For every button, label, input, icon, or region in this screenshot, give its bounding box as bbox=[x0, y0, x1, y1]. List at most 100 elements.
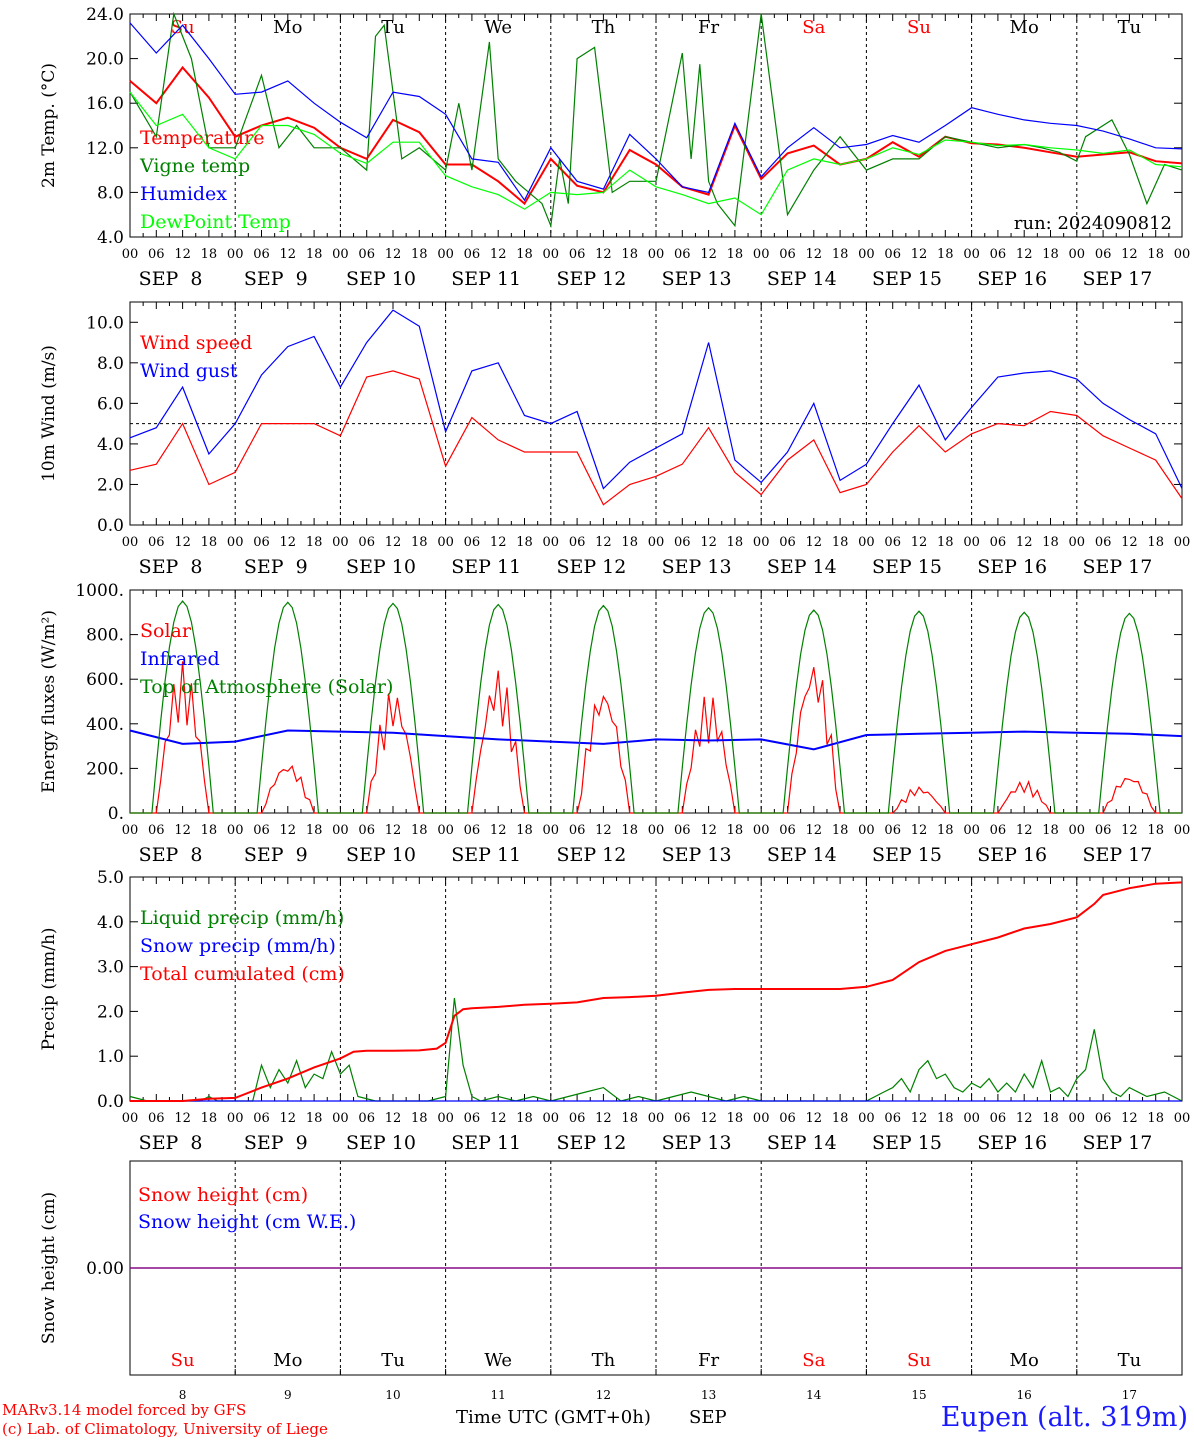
hour-tick-label: 12 bbox=[1121, 1111, 1138, 1126]
date-label: SEP 12 bbox=[556, 1132, 626, 1154]
series-line-vigne-temp bbox=[129, 11, 1183, 229]
legend-snow-height-cm-w-e-: Snow height (cm W.E.) bbox=[138, 1211, 356, 1233]
hour-tick-label: 06 bbox=[884, 247, 901, 262]
hour-tick-label: 18 bbox=[621, 1111, 638, 1126]
legend-temperature: Temperature bbox=[140, 127, 264, 149]
hour-tick-label: 18 bbox=[516, 823, 533, 838]
hour-tick-label: 00 bbox=[122, 1111, 139, 1126]
bottom-day-number: 15 bbox=[911, 1388, 926, 1402]
y-tick-label: 0.0 bbox=[97, 1092, 124, 1112]
hour-tick-label: 12 bbox=[280, 535, 297, 550]
hour-tick-label: 00 bbox=[227, 535, 244, 550]
hour-tick-label: 12 bbox=[280, 823, 297, 838]
hour-tick-label: 06 bbox=[779, 535, 796, 550]
series-line-infrared bbox=[129, 729, 1183, 751]
date-label: SEP 16 bbox=[977, 556, 1047, 578]
hour-tick-label: 06 bbox=[148, 823, 165, 838]
hour-tick-label: 00 bbox=[1069, 823, 1086, 838]
hour-tick-label: 06 bbox=[990, 247, 1007, 262]
y-tick-label: 8.0 bbox=[97, 183, 124, 203]
date-label: SEP 15 bbox=[872, 268, 942, 290]
hour-tick-label: 06 bbox=[1095, 535, 1112, 550]
date-label: SEP 13 bbox=[662, 1132, 732, 1154]
legend-snow-height-cm-: Snow height (cm) bbox=[138, 1184, 308, 1206]
date-label: SEP 8 bbox=[139, 556, 203, 578]
y-axis-label: 10m Wind (m/s) bbox=[39, 345, 59, 482]
hour-tick-label: 12 bbox=[490, 823, 507, 838]
date-label: SEP 17 bbox=[1082, 844, 1152, 866]
hour-tick-label: 00 bbox=[753, 247, 770, 262]
hour-tick-label: 18 bbox=[306, 535, 323, 550]
y-tick-label: 4.0 bbox=[97, 228, 124, 248]
y-tick-label: 800. bbox=[86, 626, 124, 646]
date-label: SEP 11 bbox=[451, 268, 521, 290]
bottom-day-abbr: Th bbox=[592, 1350, 616, 1371]
y-axis-label: 2m Temp. (°C) bbox=[39, 63, 59, 188]
hour-tick-label: 06 bbox=[253, 247, 270, 262]
hour-tick-label: 18 bbox=[621, 823, 638, 838]
hour-tick-label: 18 bbox=[1042, 247, 1059, 262]
hour-tick-label: 12 bbox=[806, 1111, 823, 1126]
date-label: SEP 16 bbox=[977, 1132, 1047, 1154]
day-abbr-Sa: Sa bbox=[802, 17, 825, 38]
day-abbr-We: We bbox=[484, 17, 512, 38]
hour-tick-label: 00 bbox=[753, 823, 770, 838]
hour-tick-label: 12 bbox=[1121, 823, 1138, 838]
hour-tick-label: 12 bbox=[806, 247, 823, 262]
hour-tick-label: 06 bbox=[569, 1111, 586, 1126]
bottom-day-abbr: Tu bbox=[381, 1350, 405, 1371]
hour-tick-label: 18 bbox=[411, 1111, 428, 1126]
hour-tick-label: 18 bbox=[411, 823, 428, 838]
hour-tick-label: 12 bbox=[1121, 247, 1138, 262]
hour-tick-label: 06 bbox=[990, 823, 1007, 838]
hour-tick-label: 00 bbox=[858, 247, 875, 262]
y-tick-label: 8.0 bbox=[97, 354, 124, 374]
series-line-top-of-atmosphere-solar- bbox=[130, 600, 1182, 814]
panel-2: 0.0 2.0 4.0 6.0 8.0 10.0 10m Wind (m/s) 00 06 12 1… bbox=[39, 301, 1190, 578]
hour-tick-label: 12 bbox=[806, 823, 823, 838]
hour-tick-label: 12 bbox=[1016, 247, 1033, 262]
panel-1: 4.0 8.0 12.0 16.0 20.0 24.0 2m Temp. (°C) Su Mo T… bbox=[39, 5, 1190, 290]
bottom-day-abbr: Tu bbox=[1118, 1350, 1142, 1371]
hour-tick-label: 18 bbox=[201, 823, 218, 838]
hour-tick-label: 12 bbox=[806, 535, 823, 550]
date-label: SEP 12 bbox=[556, 268, 626, 290]
y-axis-label: Energy fluxes (W/m²) bbox=[39, 610, 59, 793]
date-label: SEP 10 bbox=[346, 268, 416, 290]
y-tick-label: 2.0 bbox=[97, 475, 124, 495]
date-label: SEP 9 bbox=[244, 844, 308, 866]
hour-tick-label: 00 bbox=[963, 823, 980, 838]
date-label: SEP 17 bbox=[1082, 268, 1152, 290]
bottom-day-number: 11 bbox=[491, 1388, 506, 1402]
hour-tick-label: 12 bbox=[174, 823, 191, 838]
series-line-humidex bbox=[129, 22, 1183, 202]
date-label: SEP 14 bbox=[767, 844, 837, 866]
hour-tick-label: 00 bbox=[648, 247, 665, 262]
y-tick-label: 3.0 bbox=[97, 958, 124, 978]
hour-tick-label: 18 bbox=[937, 247, 954, 262]
y-tick-label: 5.0 bbox=[97, 868, 124, 888]
hour-tick-label: 18 bbox=[516, 535, 533, 550]
hour-tick-label: 00 bbox=[227, 1111, 244, 1126]
hour-tick-label: 06 bbox=[569, 535, 586, 550]
hour-tick-label: 18 bbox=[832, 247, 849, 262]
hour-tick-label: 18 bbox=[1042, 535, 1059, 550]
y-tick-label: 10.0 bbox=[86, 313, 124, 333]
day-abbr-Th: Th bbox=[592, 17, 616, 38]
day-abbr-Tu: Tu bbox=[1118, 17, 1142, 38]
hour-tick-label: 00 bbox=[753, 535, 770, 550]
hour-tick-label: 18 bbox=[201, 1111, 218, 1126]
date-label: SEP 15 bbox=[872, 556, 942, 578]
date-label: SEP 14 bbox=[767, 556, 837, 578]
date-label: SEP 13 bbox=[662, 556, 732, 578]
panel-3: 0. 200. 400. 600. 800. 1000. Energy fluxes (W/… bbox=[39, 581, 1190, 866]
hour-tick-label: 00 bbox=[332, 823, 349, 838]
hour-tick-label: 12 bbox=[490, 247, 507, 262]
hour-tick-label: 18 bbox=[937, 1111, 954, 1126]
hour-tick-label: 00 bbox=[122, 535, 139, 550]
date-label: SEP 9 bbox=[244, 556, 308, 578]
hour-tick-label: 00 bbox=[1174, 247, 1191, 262]
hour-tick-label: 18 bbox=[727, 823, 744, 838]
hour-tick-label: 06 bbox=[884, 1111, 901, 1126]
